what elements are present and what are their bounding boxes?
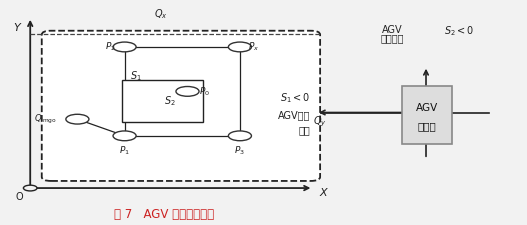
- Text: $S_1$: $S_1$: [130, 69, 142, 83]
- Text: $P_0$: $P_0$: [199, 85, 210, 98]
- Circle shape: [66, 114, 89, 124]
- Circle shape: [23, 185, 37, 191]
- Text: AGV: AGV: [416, 103, 438, 113]
- FancyBboxPatch shape: [42, 31, 320, 181]
- Circle shape: [113, 42, 136, 52]
- Text: AGV: AGV: [382, 25, 402, 35]
- Text: X: X: [320, 187, 328, 198]
- Text: $Q_x$: $Q_x$: [154, 7, 168, 20]
- Text: $P_2$: $P_2$: [105, 41, 116, 53]
- Bar: [403, 86, 452, 144]
- Circle shape: [228, 131, 251, 141]
- Circle shape: [113, 131, 136, 141]
- Text: $S_2<0$: $S_2<0$: [444, 25, 475, 38]
- Text: $Q_y$: $Q_y$: [313, 114, 327, 129]
- Text: $P_x$: $P_x$: [248, 41, 260, 53]
- Text: AGV移动: AGV移动: [278, 110, 311, 120]
- Text: Y: Y: [14, 23, 21, 33]
- Text: $P_1$: $P_1$: [119, 144, 130, 157]
- Text: O: O: [16, 192, 24, 202]
- Text: $S_1<0$: $S_1<0$: [280, 91, 311, 105]
- Text: 图 7   AGV 位移纠偏方向: 图 7 AGV 位移纠偏方向: [114, 208, 214, 221]
- Text: 示意图: 示意图: [418, 121, 437, 131]
- Bar: [122, 80, 203, 122]
- Text: $Q_{\rm imgo}$: $Q_{\rm imgo}$: [34, 113, 57, 126]
- Text: $S_2$: $S_2$: [164, 94, 175, 108]
- Text: 移动方向: 移动方向: [380, 34, 404, 44]
- Circle shape: [176, 86, 199, 96]
- Text: $P_3$: $P_3$: [235, 144, 246, 157]
- Circle shape: [228, 42, 251, 52]
- Text: 方向: 方向: [299, 125, 311, 135]
